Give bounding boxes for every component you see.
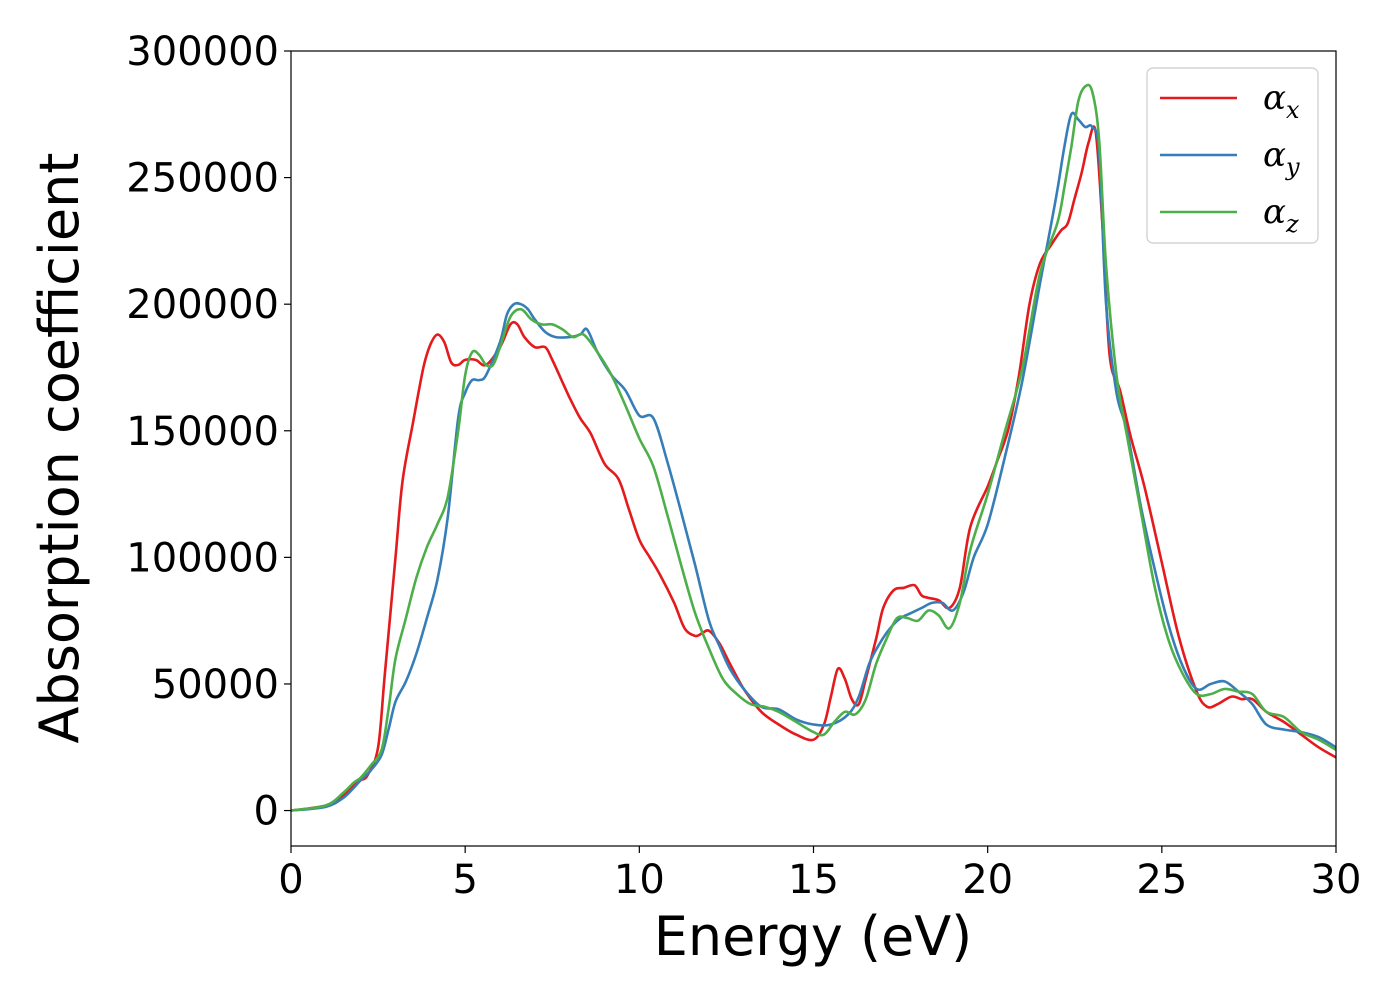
y-axis-ticks: 0 50000 100000 150000 200000 250000 300000	[126, 29, 291, 835]
series-layer	[290, 83, 1337, 812]
x-tick-label: 0	[278, 857, 303, 903]
y-tick-label: 200000	[126, 282, 279, 328]
x-tick-label: 20	[962, 857, 1013, 903]
y-tick-label: 50000	[152, 662, 279, 708]
y-tick-label: 250000	[126, 156, 279, 202]
x-tick-label: 30	[1311, 857, 1362, 903]
x-tick-label: 15	[788, 857, 839, 903]
x-axis-label: Energy (eV)	[654, 905, 973, 968]
x-tick-label: 5	[452, 857, 477, 903]
x-tick-label: 10	[614, 857, 665, 903]
legend-label-alpha-z: αz	[1263, 192, 1299, 238]
x-tick-label: 25	[1136, 857, 1187, 903]
y-tick-label: 150000	[126, 409, 279, 455]
y-axis-label: Absorption coefficient	[28, 153, 91, 744]
y-tick-label: 100000	[126, 535, 279, 581]
x-axis-ticks: 0 5 10 15 20 25 30	[278, 846, 1361, 903]
series-line-alpha-z	[290, 83, 1337, 812]
y-tick-label: 300000	[126, 29, 279, 75]
y-tick-label: 0	[254, 789, 279, 835]
